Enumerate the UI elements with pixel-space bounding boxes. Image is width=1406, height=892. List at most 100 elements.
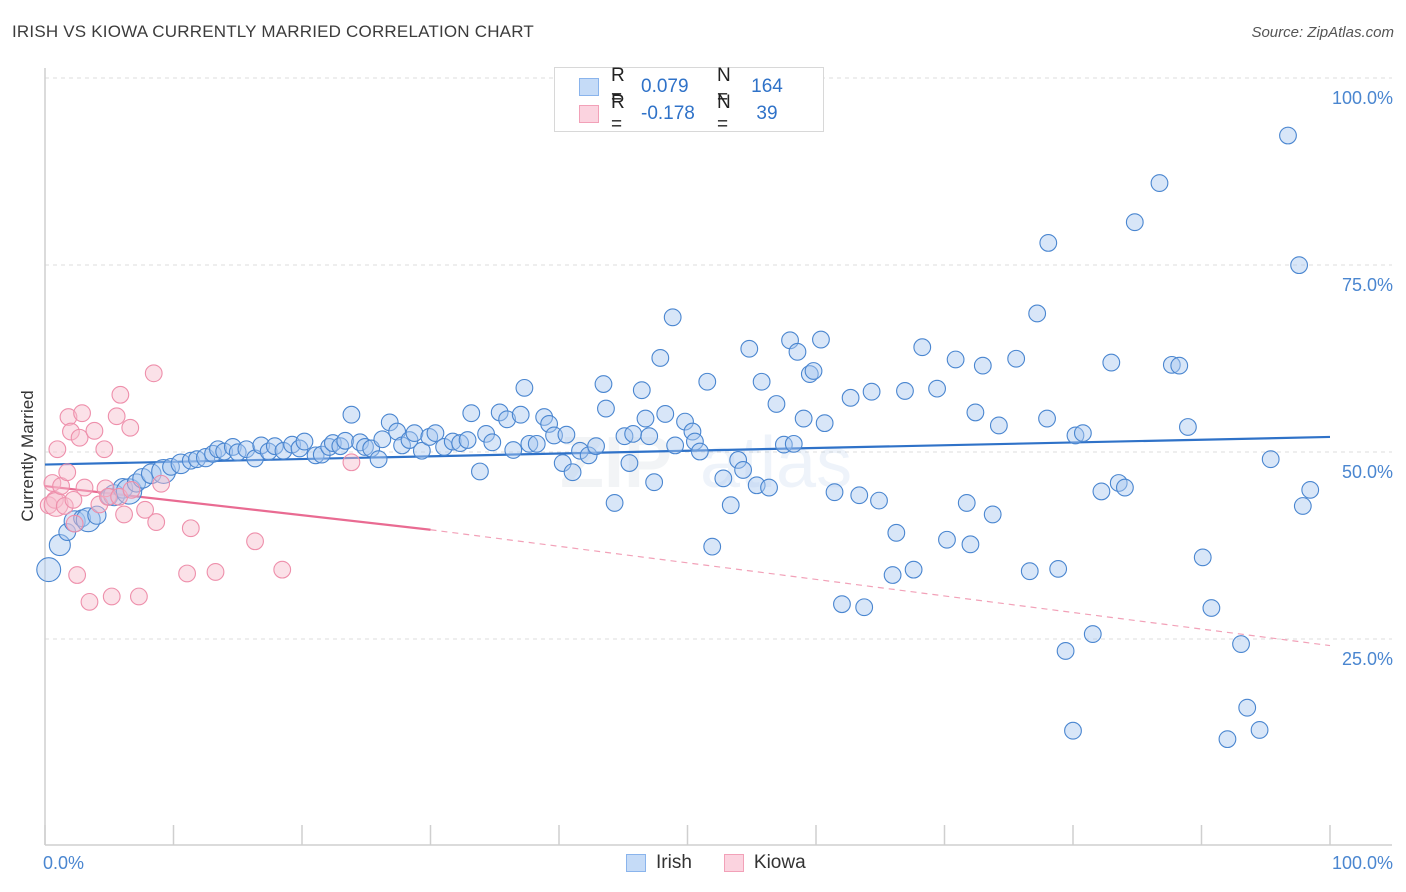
irish-point bbox=[336, 431, 355, 450]
irish-point bbox=[426, 424, 445, 443]
irish-point bbox=[504, 441, 523, 459]
irish-point bbox=[405, 424, 424, 443]
irish-point bbox=[938, 530, 956, 549]
irish-point bbox=[690, 442, 709, 461]
irish-point bbox=[1102, 353, 1121, 372]
irish-point bbox=[767, 395, 786, 413]
irish-point bbox=[1261, 450, 1280, 469]
legend-label-kiowa: Kiowa bbox=[753, 852, 806, 873]
irish-point bbox=[624, 424, 643, 443]
irish-point bbox=[887, 523, 906, 542]
irish-point bbox=[656, 405, 675, 423]
irish-point bbox=[636, 409, 655, 428]
irish-point bbox=[794, 409, 813, 428]
irish-point bbox=[520, 434, 539, 453]
kiowa-point bbox=[111, 385, 130, 404]
irish-point bbox=[170, 453, 192, 475]
y-tick-label: 75.0% bbox=[1342, 275, 1393, 295]
legend-row-kiowa: R = -0.178 N = 39 bbox=[579, 92, 787, 135]
kiowa-point bbox=[48, 440, 67, 459]
kiowa-point bbox=[107, 407, 126, 426]
kiowa-legend-swatch bbox=[723, 854, 744, 872]
irish-point bbox=[1073, 424, 1092, 443]
irish-point bbox=[140, 463, 162, 485]
irish-point bbox=[714, 469, 733, 488]
kiowa-point bbox=[73, 404, 91, 423]
irish-point bbox=[698, 372, 717, 391]
irish-point bbox=[1218, 730, 1237, 749]
irish-point bbox=[870, 491, 888, 510]
irish-point bbox=[597, 399, 615, 418]
kiowa-trend-extension bbox=[430, 529, 1331, 647]
kiowa-point bbox=[129, 587, 148, 606]
irish-point bbox=[983, 505, 1002, 524]
r-label: R = bbox=[611, 92, 625, 135]
irish-point bbox=[740, 339, 759, 358]
irish-point bbox=[989, 416, 1008, 435]
irish-point bbox=[1150, 174, 1169, 192]
source-label: Source: ZipAtlas.com bbox=[1251, 24, 1394, 41]
kiowa-point bbox=[206, 563, 225, 581]
x-tick-label: 0.0% bbox=[43, 853, 84, 873]
kiowa-point bbox=[147, 513, 166, 532]
irish-point bbox=[812, 330, 830, 349]
irish-point bbox=[471, 462, 489, 481]
irish-point bbox=[312, 445, 331, 464]
irish-point bbox=[1039, 233, 1058, 252]
x-tick-label: 100.0% bbox=[1332, 853, 1393, 873]
irish-point bbox=[686, 432, 704, 451]
kiowa-point bbox=[55, 497, 74, 515]
tick-labels: 25.0% 50.0% 75.0% 100.0% 0.0% 100.0% bbox=[43, 88, 1393, 873]
irish-point bbox=[721, 496, 740, 515]
legend-item-kiowa[interactable]: Kiowa bbox=[723, 852, 806, 874]
irish-point bbox=[1125, 213, 1144, 232]
watermark: ZIP atlas bbox=[560, 423, 852, 503]
irish-point bbox=[527, 434, 546, 453]
kiowa-point bbox=[59, 408, 78, 426]
scatter-points bbox=[36, 126, 1320, 749]
irish-point bbox=[1083, 625, 1102, 643]
kiowa-point bbox=[85, 421, 104, 440]
irish-point bbox=[1162, 355, 1181, 374]
kiowa-point bbox=[65, 514, 84, 533]
kiowa-point bbox=[136, 500, 154, 519]
kiowa-point bbox=[102, 587, 121, 606]
irish-point bbox=[587, 437, 605, 456]
kiowa-point bbox=[95, 440, 114, 459]
irish-point bbox=[605, 494, 624, 512]
y-tick-label: 100.0% bbox=[1332, 88, 1393, 108]
irish-point bbox=[162, 457, 180, 476]
irish-point bbox=[1250, 721, 1269, 739]
irish-point bbox=[1232, 635, 1250, 653]
irish-point bbox=[515, 378, 534, 397]
irish-point bbox=[784, 434, 803, 453]
irish-point bbox=[1301, 480, 1320, 499]
irish-point bbox=[462, 404, 481, 423]
irish-point bbox=[594, 375, 613, 393]
irish-point bbox=[36, 557, 62, 583]
irish-point bbox=[1028, 304, 1047, 323]
irish-point bbox=[883, 566, 902, 584]
irish-point bbox=[443, 432, 462, 451]
irish-point bbox=[1202, 599, 1221, 617]
irish-point bbox=[1064, 721, 1082, 740]
kiowa-point bbox=[181, 519, 200, 538]
legend-item-irish[interactable]: Irish bbox=[626, 852, 692, 874]
irish-point bbox=[252, 436, 271, 455]
kiowa-point bbox=[273, 560, 292, 579]
kiowa-point bbox=[75, 478, 94, 497]
irish-point bbox=[1007, 349, 1026, 368]
irish-point bbox=[331, 437, 350, 456]
kiowa-point bbox=[70, 428, 89, 447]
kiowa-point bbox=[152, 474, 171, 493]
irish-point bbox=[729, 451, 748, 469]
axes bbox=[44, 68, 1392, 846]
stats-legend: R = 0.079 N = 164 R = -0.178 N = 39 bbox=[554, 65, 824, 135]
irish-point bbox=[774, 435, 793, 454]
kiowa-point bbox=[121, 418, 140, 437]
trend-lines bbox=[44, 435, 1331, 647]
irish-point bbox=[1193, 548, 1212, 567]
chart-title: IRISH VS KIOWA CURRENTLY MARRIED CORRELA… bbox=[12, 22, 534, 41]
y-axis-title: Currently Married bbox=[18, 390, 37, 521]
